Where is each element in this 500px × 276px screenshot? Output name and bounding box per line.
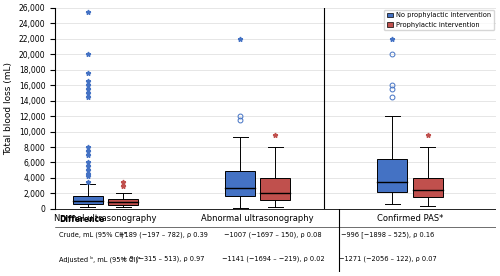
Text: +189 (−197 – 782), ρ 0.39: +189 (−197 – 782), ρ 0.39	[118, 232, 208, 238]
Bar	[108, 199, 138, 205]
Text: −1007 (−1697 – 150), ρ 0.08: −1007 (−1697 – 150), ρ 0.08	[224, 232, 322, 238]
Bar	[260, 178, 290, 200]
Text: −1271 (−2056 – 122), ρ 0.07: −1271 (−2056 – 122), ρ 0.07	[339, 256, 436, 262]
Text: −1141 (−1694 – −219), ρ 0.02: −1141 (−1694 – −219), ρ 0.02	[222, 256, 324, 262]
Text: Crude, mL (95% CI)ᵃ: Crude, mL (95% CI)ᵃ	[60, 232, 127, 238]
Bar	[378, 160, 408, 192]
Text: −996 [−1898 – 525), ρ 0.16: −996 [−1898 – 525), ρ 0.16	[341, 232, 434, 238]
Legend: No prophylactic intervention, Prophylactic intervention: No prophylactic intervention, Prophylact…	[384, 10, 494, 30]
Bar	[225, 171, 255, 196]
Text: Difference: Difference	[60, 215, 105, 224]
Text: + 9 (−315 – 513), ρ 0.97: + 9 (−315 – 513), ρ 0.97	[122, 256, 204, 262]
Text: Adjusted ᵇ, mL (95% CI)ᵃ: Adjusted ᵇ, mL (95% CI)ᵃ	[60, 256, 141, 263]
Bar	[413, 178, 443, 197]
Y-axis label: Total blood loss (mL): Total blood loss (mL)	[4, 62, 13, 155]
Bar	[73, 196, 102, 204]
